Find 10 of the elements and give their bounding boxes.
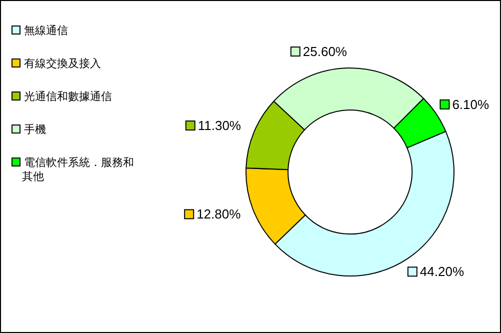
data-label: 11.30% [198,118,242,133]
data-label: 12.80% [196,206,242,222]
legend-label: 無線通信 [24,24,68,37]
legend-label: 電信軟件系統．服務和其他 [22,156,134,183]
data-label: 44.20% [420,264,464,280]
legend-label: 有線交換及接入 [24,57,101,70]
legend-label: 光通信和數據通信 [24,90,112,103]
data-label: 6.10% [452,96,490,112]
data-label: 25.60% [302,44,348,60]
legend-label: 手機 [24,123,46,136]
